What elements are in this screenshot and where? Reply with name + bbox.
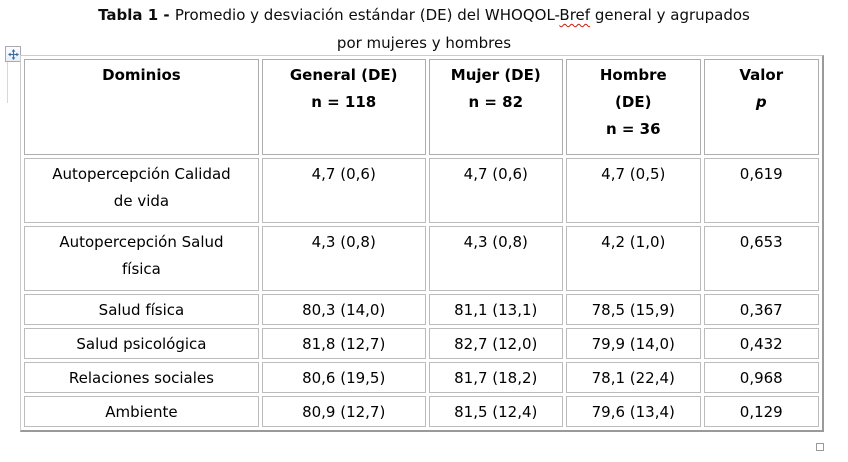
caption-line-2: por mujeres y hombres: [336, 34, 512, 52]
cell-pvalue: 0,968: [703, 362, 819, 393]
cell-domain: Salud psicológica: [24, 328, 259, 359]
cell-hombre: 79,6 (13,4): [566, 396, 701, 427]
cell-domain: Relaciones sociales: [24, 362, 259, 393]
header-dominios: Dominios: [24, 59, 259, 155]
cell-hombre: 4,2 (1,0): [566, 226, 701, 291]
table-row: Relaciones sociales 80,6 (19,5) 81,7 (18…: [24, 362, 819, 393]
cell-hombre: 79,9 (14,0): [566, 328, 701, 359]
cell-general: 4,7 (0,6): [261, 158, 426, 223]
table-resize-handle[interactable]: [816, 443, 824, 451]
misspelled-word: Bref: [559, 6, 591, 24]
move-icon: [7, 48, 19, 60]
cell-domain: Salud física: [24, 294, 259, 325]
cell-pvalue: 0,367: [703, 294, 819, 325]
cell-mujer: 81,5 (12,4): [428, 396, 564, 427]
cell-pvalue: 0,129: [703, 396, 819, 427]
caption-label: Tabla 1 -: [98, 6, 175, 24]
cell-general: 4,3 (0,8): [261, 226, 426, 291]
table-row: Autopercepción Salud física 4,3 (0,8) 4,…: [24, 226, 819, 291]
cell-domain: Autopercepción Calidad de vida: [24, 158, 259, 223]
cell-general: 81,8 (12,7): [261, 328, 426, 359]
cell-general: 80,6 (19,5): [261, 362, 426, 393]
cell-pvalue: 0,619: [703, 158, 819, 223]
table-row: Autopercepción Calidad de vida 4,7 (0,6)…: [24, 158, 819, 223]
caption-text-b: general y agrupados: [590, 6, 750, 24]
cell-mujer: 81,1 (13,1): [428, 294, 564, 325]
left-margin-line: [7, 62, 8, 103]
cell-hombre: 78,1 (22,4): [566, 362, 701, 393]
cell-domain: Ambiente: [24, 396, 259, 427]
cell-mujer: 82,7 (12,0): [428, 328, 564, 359]
cell-pvalue: 0,432: [703, 328, 819, 359]
header-valor-p: Valor p: [703, 59, 819, 155]
caption-text-a: Promedio y desviación estándar (DE) del …: [174, 6, 560, 24]
cell-pvalue: 0,653: [703, 226, 819, 291]
cell-mujer: 81,7 (18,2): [428, 362, 564, 393]
header-hombre: Hombre (DE) n = 36: [566, 59, 701, 155]
whoqol-table: Dominios General (DE) n = 118 Mujer (DE)…: [20, 55, 824, 432]
header-valor-label: Valor: [739, 66, 784, 84]
caption-line-1: Tabla 1 - Promedio y desviación estándar…: [0, 1, 848, 29]
cell-hombre: 4,7 (0,5): [566, 158, 701, 223]
table-row: Salud física 80,3 (14,0) 81,1 (13,1) 78,…: [24, 294, 819, 325]
table-caption: Tabla 1 - Promedio y desviación estándar…: [0, 1, 848, 57]
table-row: Salud psicológica 81,8 (12,7) 82,7 (12,0…: [24, 328, 819, 359]
cell-mujer: 4,7 (0,6): [428, 158, 564, 223]
header-mujer: Mujer (DE) n = 82: [428, 59, 564, 155]
cell-general: 80,9 (12,7): [261, 396, 426, 427]
header-p-label: p: [755, 93, 767, 111]
cell-domain: Autopercepción Salud física: [24, 226, 259, 291]
cell-hombre: 78,5 (15,9): [566, 294, 701, 325]
table-move-handle[interactable]: [5, 46, 21, 62]
cell-general: 80,3 (14,0): [261, 294, 426, 325]
table-row: Ambiente 80,9 (12,7) 81,5 (12,4) 79,6 (1…: [24, 396, 819, 427]
header-general: General (DE) n = 118: [261, 59, 426, 155]
table-header-row: Dominios General (DE) n = 118 Mujer (DE)…: [24, 59, 819, 155]
cell-mujer: 4,3 (0,8): [428, 226, 564, 291]
